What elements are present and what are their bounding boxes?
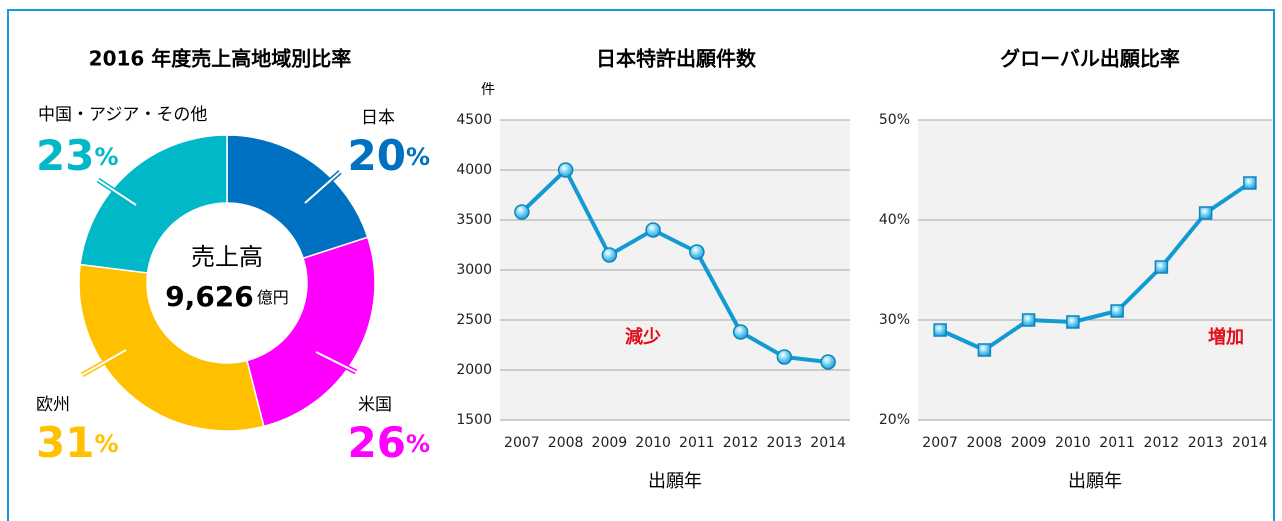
x-tick-label: 2008 — [548, 435, 584, 451]
x-tick-label: 2008 — [967, 435, 1003, 451]
data-point — [1154, 260, 1169, 274]
data-point — [645, 222, 661, 238]
x-tick-label: 2011 — [1099, 435, 1135, 451]
data-point — [557, 162, 574, 178]
x-tick-label: 2014 — [1232, 435, 1268, 451]
y-tick-label: 40% — [879, 212, 910, 228]
data-point — [820, 354, 836, 370]
value-number: 26 — [348, 418, 406, 467]
x-tick-label: 2011 — [679, 435, 715, 451]
x-tick-label: 2013 — [1188, 435, 1224, 451]
x-axis-label: 出願年 — [648, 471, 702, 492]
leader-line — [315, 351, 357, 373]
slice-value-label: 26% — [348, 418, 431, 467]
slice-value-label: 31% — [36, 418, 119, 467]
y-tick-label: 20% — [879, 412, 910, 428]
data-point — [1066, 315, 1080, 329]
y-tick-label: 3500 — [456, 212, 492, 228]
x-tick-label: 2014 — [810, 435, 846, 451]
x-tick-label: 2012 — [723, 435, 759, 451]
y-tick-label: 2500 — [456, 312, 492, 328]
x-tick-label: 2007 — [922, 435, 958, 451]
leader-line — [81, 349, 127, 376]
value-unit: % — [94, 430, 118, 458]
leader-line — [97, 179, 137, 206]
data-point — [1110, 304, 1124, 318]
value-number: 23 — [36, 131, 94, 180]
x-tick-label: 2010 — [635, 435, 671, 451]
donut-slice — [78, 263, 265, 432]
x-tick-label: 2007 — [504, 435, 540, 451]
y-tick-label: 1500 — [456, 412, 492, 428]
y-tick-label: 30% — [879, 312, 910, 328]
x-tick-label: 2012 — [1144, 435, 1180, 451]
value-number: 31 — [36, 418, 94, 467]
data-point — [977, 343, 992, 357]
annotation: 増加 — [1208, 326, 1244, 348]
center-total: 9,626 億円 — [165, 280, 289, 313]
leader-line — [304, 171, 341, 204]
line-title: グローバル出願比率 — [1000, 47, 1180, 71]
slice-name: 米国 — [358, 395, 392, 415]
plot-area — [918, 120, 1272, 420]
x-tick-label: 2009 — [1011, 435, 1047, 451]
x-axis-label: 出願年 — [1068, 471, 1122, 492]
y-tick-label: 3000 — [456, 262, 492, 278]
y-tick-label: 4500 — [456, 112, 492, 128]
frame — [7, 9, 1275, 521]
data-point — [1243, 176, 1257, 190]
data-point — [601, 247, 618, 263]
data-line — [520, 168, 829, 364]
data-point — [1198, 206, 1213, 220]
donut-slice — [226, 134, 369, 260]
y-unit: 件 — [481, 82, 495, 98]
slice-name: 日本 — [361, 108, 395, 128]
data-point — [689, 244, 705, 260]
x-tick-label: 2010 — [1055, 435, 1091, 451]
donut-slice — [245, 236, 376, 428]
center-label: 売上高 — [191, 243, 263, 271]
data-point — [1021, 313, 1036, 327]
data-point — [514, 204, 530, 220]
data-point — [933, 323, 947, 337]
center-value: 9,626 — [165, 280, 254, 313]
line-title: 日本特許出願件数 — [596, 47, 757, 71]
value-unit: % — [94, 143, 118, 171]
slice-name: 欧州 — [36, 395, 70, 415]
donut-title: 2016 年度売上高地域別比率 — [89, 47, 352, 71]
slice-value-label: 23% — [36, 131, 119, 180]
value-unit: % — [406, 143, 430, 171]
slice-value-label: 20% — [348, 131, 431, 180]
x-tick-label: 2013 — [767, 435, 803, 451]
data-line — [939, 181, 1252, 352]
donut-slice — [79, 134, 228, 274]
slice-name: 中国・アジア・その他 — [38, 105, 207, 125]
x-tick-label: 2009 — [592, 435, 628, 451]
data-point — [732, 324, 749, 340]
center-unit: 億円 — [257, 288, 289, 307]
value-unit: % — [406, 430, 430, 458]
data-point — [776, 349, 793, 365]
annotation: 減少 — [625, 326, 661, 348]
y-tick-label: 2000 — [456, 362, 492, 378]
y-tick-label: 4000 — [456, 162, 492, 178]
value-number: 20 — [348, 131, 406, 180]
y-tick-label: 50% — [879, 112, 910, 128]
